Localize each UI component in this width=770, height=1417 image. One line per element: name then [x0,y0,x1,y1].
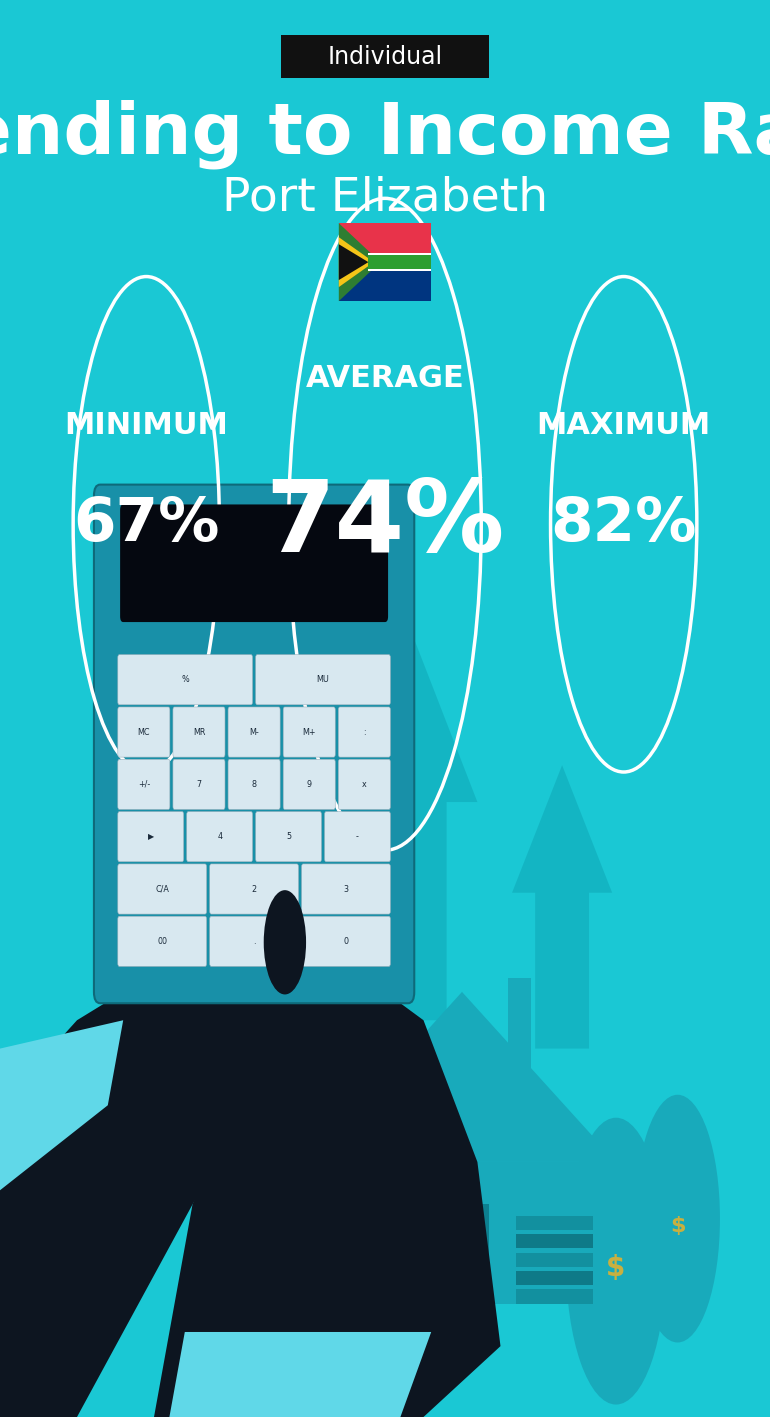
Text: x: x [362,779,367,789]
Text: 82%: 82% [551,495,697,554]
FancyBboxPatch shape [120,504,388,622]
Polygon shape [308,992,616,1162]
FancyBboxPatch shape [118,655,253,704]
Text: .: . [253,937,256,945]
Text: 5: 5 [286,832,291,842]
FancyBboxPatch shape [302,864,390,914]
FancyBboxPatch shape [118,917,206,966]
FancyBboxPatch shape [516,1216,593,1230]
Text: Individual: Individual [327,45,443,68]
Text: MAXIMUM: MAXIMUM [537,411,711,439]
Polygon shape [339,222,380,300]
Text: 3: 3 [343,884,349,894]
FancyBboxPatch shape [94,485,414,1003]
Text: AVERAGE: AVERAGE [306,364,464,393]
Text: :: : [363,727,366,737]
Text: -: - [356,832,359,842]
Text: ▶: ▶ [148,832,154,842]
FancyBboxPatch shape [118,707,170,757]
FancyBboxPatch shape [283,760,335,809]
Ellipse shape [566,1118,666,1404]
FancyBboxPatch shape [256,655,390,704]
FancyBboxPatch shape [508,978,531,1077]
Text: 4: 4 [217,832,222,842]
Text: MU: MU [316,676,330,684]
FancyBboxPatch shape [302,917,390,966]
Polygon shape [323,1162,601,1304]
FancyBboxPatch shape [368,255,431,269]
FancyBboxPatch shape [118,812,183,862]
FancyBboxPatch shape [516,1234,593,1248]
Polygon shape [512,765,612,1049]
FancyBboxPatch shape [368,252,431,272]
FancyBboxPatch shape [325,812,390,862]
Text: 8: 8 [252,779,256,789]
Text: 7: 7 [196,779,202,789]
Text: Spending to Income Ratio: Spending to Income Ratio [0,99,770,170]
Text: M-: M- [249,727,259,737]
FancyBboxPatch shape [338,760,390,809]
Text: 9: 9 [306,779,312,789]
Text: MR: MR [192,727,205,737]
FancyBboxPatch shape [118,864,206,914]
Text: 74%: 74% [266,476,504,572]
Text: 0: 0 [343,937,349,945]
Ellipse shape [635,1095,720,1342]
Polygon shape [339,623,477,1020]
Text: M+: M+ [303,727,316,737]
FancyBboxPatch shape [283,707,335,757]
Text: 67%: 67% [73,495,219,554]
FancyBboxPatch shape [339,262,431,300]
FancyBboxPatch shape [281,35,489,78]
FancyBboxPatch shape [435,1204,489,1304]
FancyBboxPatch shape [228,760,280,809]
Polygon shape [154,964,500,1417]
Text: 00: 00 [157,937,167,945]
FancyBboxPatch shape [338,707,390,757]
Polygon shape [0,907,323,1417]
Polygon shape [339,237,374,288]
FancyBboxPatch shape [209,917,299,966]
Text: $: $ [607,1254,625,1282]
Text: +/-: +/- [138,779,150,789]
FancyBboxPatch shape [516,1289,593,1304]
Text: Port Elizabeth: Port Elizabeth [222,176,548,221]
FancyBboxPatch shape [118,760,170,809]
Polygon shape [339,244,368,281]
FancyBboxPatch shape [228,707,280,757]
FancyBboxPatch shape [209,864,299,914]
FancyBboxPatch shape [516,1271,593,1285]
FancyBboxPatch shape [186,812,253,862]
Text: 2: 2 [252,884,256,894]
Text: MINIMUM: MINIMUM [65,411,228,439]
Ellipse shape [263,890,306,995]
FancyBboxPatch shape [173,707,225,757]
Polygon shape [169,1332,431,1417]
FancyBboxPatch shape [516,1253,593,1267]
Text: $: $ [670,1216,685,1236]
FancyBboxPatch shape [173,760,225,809]
Text: %: % [181,676,189,684]
FancyBboxPatch shape [256,812,322,862]
Text: MC: MC [138,727,150,737]
FancyBboxPatch shape [602,1172,630,1197]
Text: C/A: C/A [156,884,169,894]
Polygon shape [0,1020,123,1190]
FancyBboxPatch shape [339,222,431,262]
